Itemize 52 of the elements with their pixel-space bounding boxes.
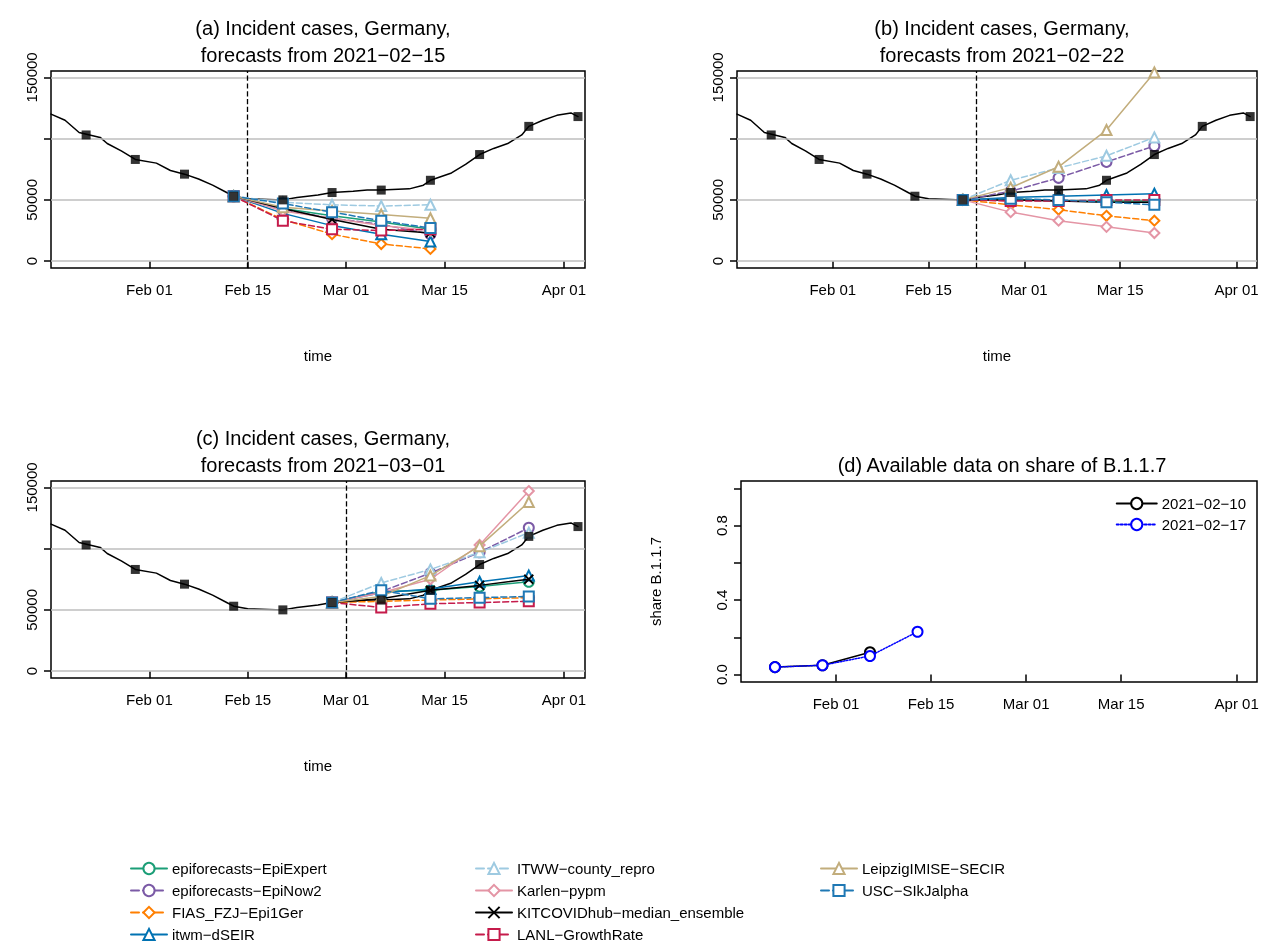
legend-label: ITWW−county_repro bbox=[517, 860, 655, 877]
chart-title: (c) Incident cases, Germany, forecasts from 2021−03−01 bbox=[195, 426, 451, 476]
y-tick-label: 0.0 bbox=[713, 664, 730, 685]
legend-label: epiforecasts−EpiExpert bbox=[172, 860, 328, 877]
y-tick-label: 50000 bbox=[709, 179, 726, 221]
x-tick-label: Feb 15 bbox=[905, 281, 952, 298]
x-axis-title: time bbox=[303, 347, 333, 364]
legend-label: 2021−02−10 bbox=[1161, 495, 1247, 512]
x-tick-label: Feb 01 bbox=[126, 281, 173, 298]
x-tick-label: Apr 01 bbox=[541, 281, 587, 298]
legend-label: itwm−dSEIR bbox=[172, 926, 256, 943]
y-tick-label: 0.4 bbox=[713, 589, 730, 611]
chart-title: (d) Available data on share of B.1.1.7 bbox=[837, 453, 1167, 476]
x-tick-label: Apr 01 bbox=[541, 691, 587, 708]
y-tick-label: 0.8 bbox=[713, 515, 730, 537]
x-tick-label: Feb 01 bbox=[809, 281, 857, 298]
x-tick-label: Apr 01 bbox=[1214, 695, 1259, 712]
legend-label: LANL−GrowthRate bbox=[517, 926, 644, 943]
y-tick-label: 150000 bbox=[23, 462, 40, 513]
x-tick-label: Feb 15 bbox=[224, 281, 272, 298]
x-tick-label: Mar 15 bbox=[421, 691, 468, 708]
x-tick-label: Mar 15 bbox=[1097, 695, 1145, 712]
y-tick-label: 50000 bbox=[23, 589, 40, 631]
legend-label: KITCOVIDhub−median_ensemble bbox=[517, 904, 745, 921]
x-tick-label: Mar 01 bbox=[322, 691, 370, 708]
x-tick-label: Feb 15 bbox=[907, 695, 955, 712]
legend-label: FIAS_FZJ−Epi1Ger bbox=[172, 904, 304, 921]
legend-label: USC−SIkJalpha bbox=[862, 882, 969, 899]
x-tick-label: Feb 15 bbox=[224, 691, 272, 708]
x-axis-title: time bbox=[303, 757, 333, 774]
y-tick-label: 0 bbox=[709, 256, 726, 266]
y-axis-title: share B.1.1.7 bbox=[647, 536, 664, 627]
y-tick-label: 0 bbox=[23, 666, 40, 676]
x-tick-label: Apr 01 bbox=[1214, 281, 1259, 298]
legend-label: Karlen−pypm bbox=[517, 882, 606, 899]
x-tick-label: Feb 01 bbox=[126, 691, 173, 708]
legend-label: epiforecasts−EpiNow2 bbox=[172, 882, 322, 899]
x-tick-label: Mar 01 bbox=[1001, 281, 1048, 298]
x-tick-label: Mar 01 bbox=[1002, 695, 1050, 712]
chart-title: (b) Incident cases, Germany, forecasts from 2021−02−22 bbox=[874, 16, 1130, 66]
x-tick-label: Mar 15 bbox=[421, 281, 468, 298]
y-tick-label: 0 bbox=[23, 256, 40, 266]
y-tick-label: 150000 bbox=[709, 52, 726, 103]
legend-label: 2021−02−17 bbox=[1161, 516, 1247, 533]
legend-label: LeipzigIMISE−SECIR bbox=[862, 860, 1006, 877]
x-tick-label: Feb 01 bbox=[812, 695, 860, 712]
y-tick-label: 50000 bbox=[23, 179, 40, 221]
y-tick-label: 150000 bbox=[23, 52, 40, 103]
x-tick-label: Mar 01 bbox=[322, 281, 370, 298]
chart-title: (a) Incident cases, Germany, forecasts from 2021−02−15 bbox=[195, 16, 451, 66]
x-tick-label: Mar 15 bbox=[1096, 281, 1144, 298]
x-axis-title: time bbox=[982, 347, 1012, 364]
